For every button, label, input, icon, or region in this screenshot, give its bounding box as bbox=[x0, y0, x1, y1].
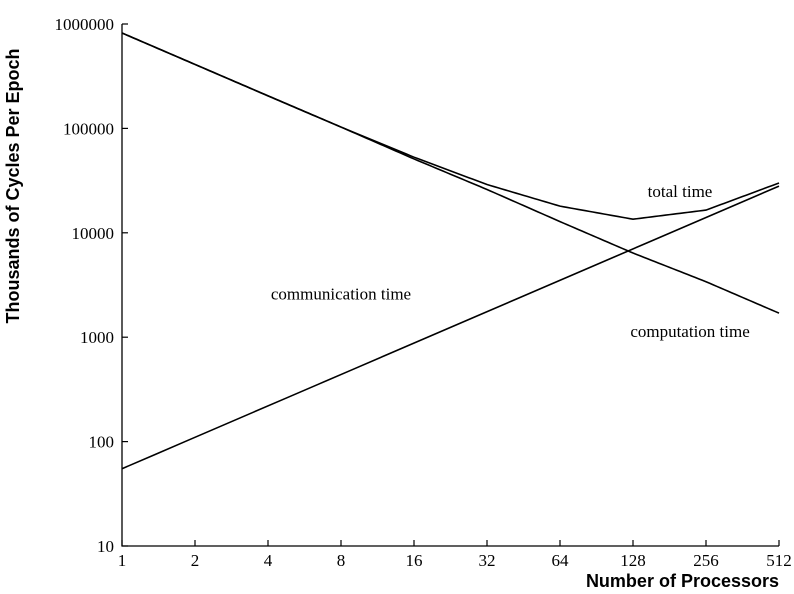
y-tick-label: 10 bbox=[97, 537, 114, 556]
series-line-computation-time bbox=[121, 32, 780, 314]
y-axis-title: Thousands of Cycles Per Epoch bbox=[3, 48, 23, 323]
x-tick-label: 512 bbox=[766, 551, 792, 570]
annotation-computation-time: computation time bbox=[630, 322, 749, 341]
y-tick-label: 1000 bbox=[80, 328, 114, 347]
x-tick-label: 2 bbox=[191, 551, 200, 570]
x-tick-label: 1 bbox=[118, 551, 127, 570]
y-tick-label: 100 bbox=[89, 433, 115, 452]
y-tick-label: 100000 bbox=[63, 119, 114, 138]
y-tick-label: 10000 bbox=[72, 224, 115, 243]
annotation-total-time: total time bbox=[648, 182, 713, 201]
x-tick-label: 32 bbox=[479, 551, 496, 570]
annotations: total time communication time computation … bbox=[271, 182, 750, 341]
series-group bbox=[121, 32, 780, 470]
x-tick-label: 128 bbox=[620, 551, 646, 570]
x-tick-label: 4 bbox=[264, 551, 273, 570]
series-line-communication-time bbox=[121, 185, 780, 470]
annotation-communication-time: communication time bbox=[271, 284, 411, 303]
x-tick-label: 8 bbox=[337, 551, 346, 570]
x-tick-label: 64 bbox=[552, 551, 570, 570]
x-axis-title: Number of Processors bbox=[586, 571, 779, 591]
x-tick-label: 16 bbox=[406, 551, 423, 570]
axis-frame bbox=[121, 24, 779, 547]
x-tick-label: 256 bbox=[693, 551, 719, 570]
axes: 1 2 4 8 16 32 64 128 256 512 10 100 1000 10000 100000 1… bbox=[55, 15, 792, 570]
y-tick-label: 1000000 bbox=[55, 15, 115, 34]
